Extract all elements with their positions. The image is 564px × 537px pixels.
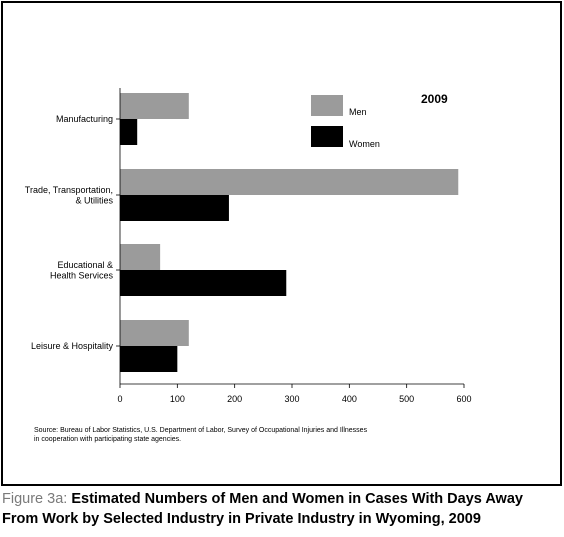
chart-frame — [1, 1, 562, 486]
category-label-line-2-0: Educational & — [57, 260, 113, 270]
legend-swatch-women — [311, 126, 343, 147]
x-tick-label-600: 600 — [456, 394, 471, 404]
source-line-2: in cooperation with participating state … — [34, 436, 182, 443]
x-tick-label-300: 300 — [284, 394, 299, 404]
category-label-line-0-0: Manufacturing — [56, 114, 113, 124]
bar-men-2 — [120, 244, 161, 270]
figure-title: Estimated Numbers of Men and Women in Ca… — [2, 491, 523, 527]
x-tick-label-100: 100 — [170, 394, 185, 404]
legend-swatch-men — [311, 95, 343, 116]
category-label-line-1-0: Trade, Transportation, — [25, 185, 113, 195]
x-tick-label-200: 200 — [227, 394, 242, 404]
category-label-line-2-1: Health Services — [50, 270, 114, 280]
bar-women-2 — [120, 270, 287, 296]
category-label-3: Leisure & Hospitality — [31, 341, 114, 351]
x-ticks-group: 0 100 200 300 400 500 600 — [117, 384, 472, 404]
bars-group — [116, 93, 459, 372]
source-line-1: Source: Bureau of Labor Statistics, U.S.… — [34, 427, 368, 434]
legend-label-women: Women — [349, 139, 380, 149]
category-label-line-3-0: Leisure & Hospitality — [31, 341, 114, 351]
year-label: 2009 — [421, 92, 448, 106]
bar-men-0 — [120, 93, 189, 119]
bar-men-3 — [120, 320, 189, 346]
legend-label-men: Men — [349, 107, 367, 117]
bar-women-1 — [120, 195, 229, 221]
bar-women-3 — [120, 346, 178, 372]
category-labels-group: Manufacturing Trade, Transportation, & Uti… — [25, 114, 114, 351]
figure-number: Figure 3a: — [2, 491, 72, 507]
category-label-1: Trade, Transportation, & Utilities — [25, 185, 114, 206]
x-tick-label-0: 0 — [117, 394, 122, 404]
figure-caption: Figure 3a: Estimated Numbers of Men and … — [2, 489, 562, 529]
x-tick-label-500: 500 — [399, 394, 414, 404]
x-tick-label-400: 400 — [342, 394, 357, 404]
category-label-line-1-1: & Utilities — [75, 195, 113, 205]
bar-men-1 — [120, 169, 459, 195]
category-label-2: Educational & Health Services — [50, 260, 114, 281]
legend: Men Women — [311, 95, 380, 149]
source-note: Source: Bureau of Labor Statistics, U.S.… — [34, 426, 494, 444]
category-label-0: Manufacturing — [56, 114, 113, 124]
bar-women-0 — [120, 119, 138, 145]
bar-chart: 0 100 200 300 400 500 600 Manufacturing Trade, … — [25, 88, 472, 404]
